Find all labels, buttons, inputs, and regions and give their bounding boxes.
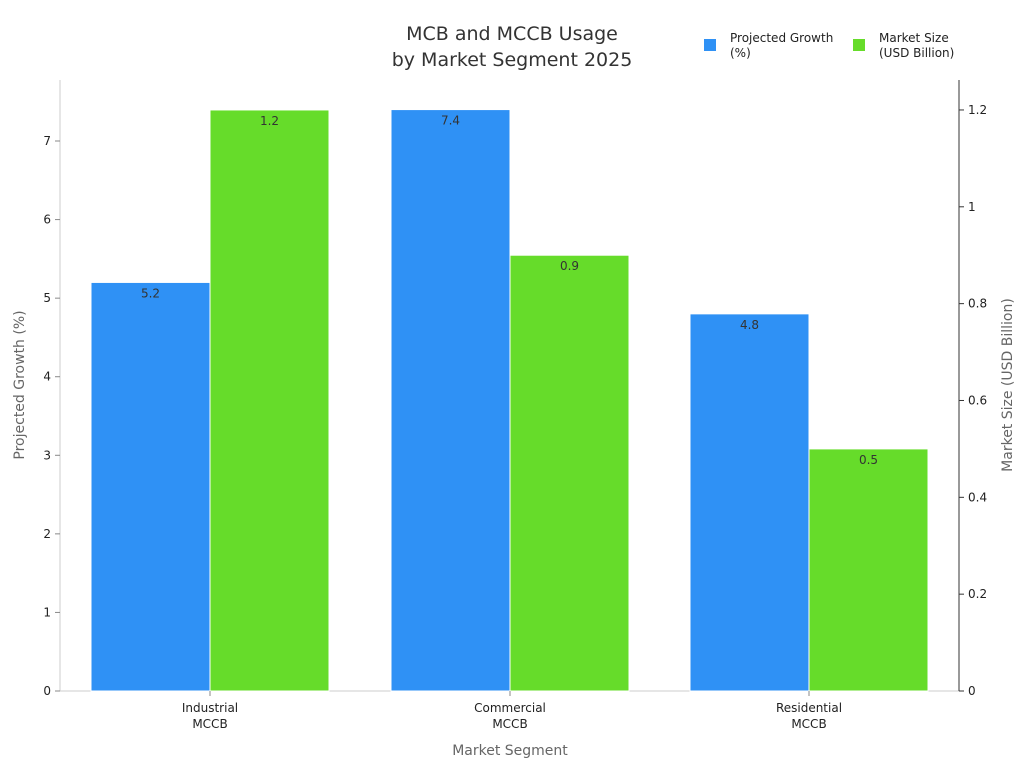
x-tick-label: MCCB xyxy=(492,717,527,731)
legend-label: Market Size xyxy=(879,31,949,45)
legend-item[interactable]: Market Size(USD Billion) xyxy=(853,31,954,60)
x-tick-label: MCCB xyxy=(791,717,826,731)
right-tick-label: 1.2 xyxy=(968,103,987,117)
right-tick-label: 0.4 xyxy=(968,490,987,504)
bars: 5.2 1.2 Industrial MCCB 7.4 0.9 Commercial MCCB… xyxy=(90,109,929,731)
left-tick-label: 7 xyxy=(43,134,51,148)
bar-market-size[interactable] xyxy=(808,448,929,692)
title-line: by Market Segment 2025 xyxy=(392,49,633,71)
legend-label: Projected Growth xyxy=(730,31,833,45)
right-tick-label: 0.8 xyxy=(968,297,987,311)
left-tick-label: 1 xyxy=(43,605,51,619)
left-tick-label: 0 xyxy=(43,684,51,698)
bar-value-label: 0.9 xyxy=(560,259,579,273)
legend-label: (%) xyxy=(730,46,751,60)
bar-market-size[interactable] xyxy=(209,109,330,692)
x-tick-label: Industrial xyxy=(182,701,238,715)
chart-title: MCB and MCCB Usage by Market Segment 2025 xyxy=(392,23,633,71)
right-tick-label: 0.2 xyxy=(968,587,987,601)
legend-swatch xyxy=(853,39,865,51)
left-tick-label: 2 xyxy=(43,527,51,541)
bar-value-label: 4.8 xyxy=(740,318,759,332)
bar-value-label: 7.4 xyxy=(441,114,460,128)
left-tick-label: 3 xyxy=(43,448,51,462)
left-axis-label: Projected Growth (%) xyxy=(12,310,28,459)
right-tick-label: 1 xyxy=(968,200,976,214)
left-y-ticks: 0 1 2 3 4 5 6 7 xyxy=(43,134,60,698)
bar-market-size[interactable] xyxy=(509,254,630,692)
legend-label: (USD Billion) xyxy=(879,46,954,60)
left-tick-label: 6 xyxy=(43,213,51,227)
title-line: MCB and MCCB Usage xyxy=(406,23,618,45)
right-tick-label: 0 xyxy=(968,684,976,698)
x-tick-label: Residential xyxy=(776,701,842,715)
bar-growth[interactable] xyxy=(390,109,511,692)
right-y-ticks: 0 0.2 0.4 0.6 0.8 1 1.2 xyxy=(959,103,987,698)
left-tick-label: 5 xyxy=(43,291,51,305)
right-tick-label: 0.6 xyxy=(968,393,987,407)
x-tick-label: Commercial xyxy=(474,701,546,715)
bar-growth[interactable] xyxy=(689,313,810,692)
bar-value-label: 5.2 xyxy=(141,286,160,300)
bar-value-label: 1.2 xyxy=(260,114,279,128)
bar-value-label: 0.5 xyxy=(859,453,878,467)
legend-item[interactable]: Projected Growth(%) xyxy=(704,31,833,60)
left-tick-label: 4 xyxy=(43,370,51,384)
legend: Projected Growth(%) Market Size(USD Billi… xyxy=(704,31,954,60)
legend-swatch xyxy=(704,39,716,51)
x-axis-label: Market Segment xyxy=(452,743,568,759)
x-tick-label: MCCB xyxy=(192,717,227,731)
bar-growth[interactable] xyxy=(90,281,211,692)
right-axis-label: Market Size (USD Billion) xyxy=(1000,298,1016,472)
